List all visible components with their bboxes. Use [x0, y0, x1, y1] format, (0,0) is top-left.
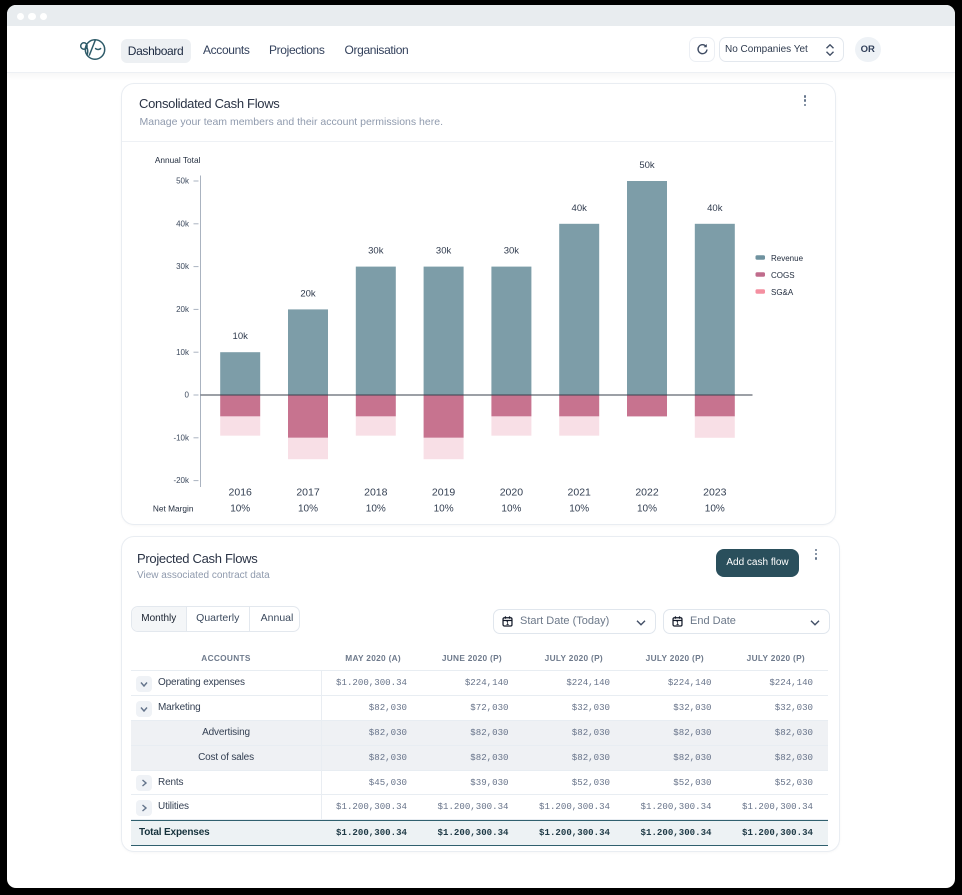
svg-text:10%: 10%: [501, 503, 521, 514]
svg-text:40k: 40k: [571, 202, 587, 213]
svg-text:10%: 10%: [636, 503, 656, 514]
svg-text:0: 0: [184, 390, 189, 399]
svg-text:2017: 2017: [296, 486, 320, 498]
svg-text:40k: 40k: [707, 202, 723, 213]
svg-text:2022: 2022: [635, 486, 659, 498]
svg-text:SG&A: SG&A: [771, 287, 794, 296]
svg-text:2020: 2020: [499, 486, 523, 498]
svg-text:Net Margin: Net Margin: [152, 503, 193, 513]
svg-text:30k: 30k: [503, 245, 519, 256]
svg-text:2016: 2016: [228, 486, 252, 498]
svg-text:10%: 10%: [704, 503, 724, 514]
svg-text:50k: 50k: [639, 160, 655, 171]
svg-text:30k: 30k: [368, 245, 384, 256]
svg-text:30k: 30k: [435, 245, 451, 256]
svg-text:-10k: -10k: [173, 433, 190, 442]
svg-text:1: 1: [506, 621, 509, 627]
svg-text:-20k: -20k: [173, 476, 190, 485]
svg-text:10k: 10k: [176, 347, 190, 356]
svg-text:10k: 10k: [232, 331, 248, 342]
svg-text:50k: 50k: [176, 176, 190, 185]
svg-text:10%: 10%: [230, 503, 250, 514]
svg-text:20k: 20k: [176, 305, 190, 314]
svg-text:10%: 10%: [433, 503, 453, 514]
svg-text:10%: 10%: [297, 503, 317, 514]
svg-text:2023: 2023: [703, 486, 727, 498]
svg-text:Revenue: Revenue: [771, 253, 804, 262]
svg-text:1: 1: [676, 621, 679, 627]
svg-text:COGS: COGS: [771, 270, 795, 279]
svg-text:20k: 20k: [300, 288, 316, 299]
svg-text:2018: 2018: [364, 486, 388, 498]
svg-text:40k: 40k: [176, 219, 190, 228]
svg-text:2019: 2019: [431, 486, 455, 498]
svg-text:2021: 2021: [567, 486, 591, 498]
svg-text:Annual Total: Annual Total: [154, 155, 200, 165]
svg-text:10%: 10%: [365, 503, 385, 514]
svg-text:30k: 30k: [176, 262, 190, 271]
svg-text:10%: 10%: [569, 503, 589, 514]
